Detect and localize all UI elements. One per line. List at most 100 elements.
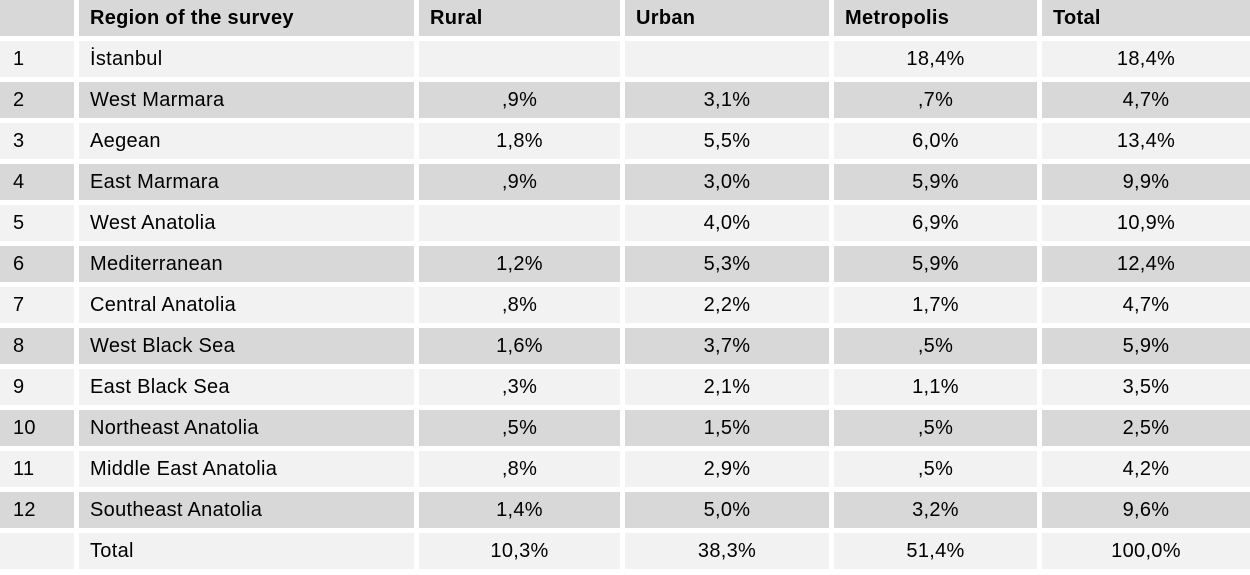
percent-value-cell: 5,3%: [625, 246, 834, 287]
percent-value-cell: 2,1%: [625, 369, 834, 410]
percent-value-cell: 18,4%: [1042, 41, 1250, 82]
percent-value-cell: 10,9%: [1042, 205, 1250, 246]
region-name-cell: Southeast Anatolia: [79, 492, 419, 533]
percent-value-cell: ,5%: [419, 410, 625, 451]
percent-value-cell: 1,2%: [419, 246, 625, 287]
table-row: 9 East Black Sea ,3% 2,1% 1,1% 3,5%: [0, 369, 1250, 410]
percent-value-cell: 1,7%: [834, 287, 1042, 328]
table-row: 4 East Marmara ,9% 3,0% 5,9% 9,9%: [0, 164, 1250, 205]
table-row: Total 10,3% 38,3% 51,4% 100,0%: [0, 533, 1250, 574]
percent-value-cell: 3,7%: [625, 328, 834, 369]
header-cell-rural: Rural: [419, 0, 625, 41]
header-cell-metropolis: Metropolis: [834, 0, 1042, 41]
row-number-cell: 9: [0, 369, 79, 410]
row-number-cell: 7: [0, 287, 79, 328]
percent-value-cell: [419, 205, 625, 246]
region-name-cell: Central Anatolia: [79, 287, 419, 328]
region-name-cell: West Anatolia: [79, 205, 419, 246]
percent-value-cell: 3,0%: [625, 164, 834, 205]
row-number-cell: 3: [0, 123, 79, 164]
percent-value-cell: 5,9%: [834, 246, 1042, 287]
header-cell-region: Region of the survey: [79, 0, 419, 41]
percent-value-cell: 5,9%: [834, 164, 1042, 205]
table-row: 10 Northeast Anatolia ,5% 1,5% ,5% 2,5%: [0, 410, 1250, 451]
row-number-cell: 6: [0, 246, 79, 287]
header-cell-row-number: [0, 0, 79, 41]
percent-value-cell: 4,2%: [1042, 451, 1250, 492]
percent-value-cell: 1,4%: [419, 492, 625, 533]
region-name-cell: East Black Sea: [79, 369, 419, 410]
table-row: 1 İstanbul 18,4% 18,4%: [0, 41, 1250, 82]
table-row: 11 Middle East Anatolia ,8% 2,9% ,5% 4,2%: [0, 451, 1250, 492]
table-row: 5 West Anatolia 4,0% 6,9% 10,9%: [0, 205, 1250, 246]
table-row: 6 Mediterranean 1,2% 5,3% 5,9% 12,4%: [0, 246, 1250, 287]
region-name-cell: Total: [79, 533, 419, 574]
header-row: Region of the survey Rural Urban Metropo…: [0, 0, 1250, 41]
region-name-cell: West Black Sea: [79, 328, 419, 369]
percent-value-cell: 10,3%: [419, 533, 625, 574]
percent-value-cell: 2,5%: [1042, 410, 1250, 451]
row-number-cell: 10: [0, 410, 79, 451]
header-cell-urban: Urban: [625, 0, 834, 41]
percent-value-cell: ,7%: [834, 82, 1042, 123]
table-body: 1 İstanbul 18,4% 18,4% 2 West Marmara ,9% 3,1%,…: [0, 41, 1250, 574]
percent-value-cell: 1,6%: [419, 328, 625, 369]
table-row: 8 West Black Sea 1,6% 3,7% ,5% 5,9%: [0, 328, 1250, 369]
percent-value-cell: ,9%: [419, 82, 625, 123]
percent-value-cell: ,8%: [419, 451, 625, 492]
region-name-cell: East Marmara: [79, 164, 419, 205]
percent-value-cell: ,5%: [834, 451, 1042, 492]
percent-value-cell: 4,7%: [1042, 287, 1250, 328]
percent-value-cell: 2,9%: [625, 451, 834, 492]
percent-value-cell: 51,4%: [834, 533, 1042, 574]
table-row: 7 Central Anatolia ,8% 2,2% 1,7% 4,7%: [0, 287, 1250, 328]
percent-value-cell: ,5%: [834, 328, 1042, 369]
percent-value-cell: 5,0%: [625, 492, 834, 533]
percent-value-cell: 38,3%: [625, 533, 834, 574]
row-number-cell: 2: [0, 82, 79, 123]
row-number-cell: [0, 533, 79, 574]
row-number-cell: 12: [0, 492, 79, 533]
percent-value-cell: 12,4%: [1042, 246, 1250, 287]
percent-value-cell: 3,2%: [834, 492, 1042, 533]
percent-value-cell: 2,2%: [625, 287, 834, 328]
table-row: 3 Aegean 1,8% 5,5% 6,0% 13,4%: [0, 123, 1250, 164]
percent-value-cell: 9,9%: [1042, 164, 1250, 205]
percent-value-cell: 100,0%: [1042, 533, 1250, 574]
percent-value-cell: 5,9%: [1042, 328, 1250, 369]
table-row: 2 West Marmara ,9% 3,1% ,7% 4,7%: [0, 82, 1250, 123]
row-number-cell: 1: [0, 41, 79, 82]
row-number-cell: 4: [0, 164, 79, 205]
percent-value-cell: 6,0%: [834, 123, 1042, 164]
percent-value-cell: 3,5%: [1042, 369, 1250, 410]
region-name-cell: Mediterranean: [79, 246, 419, 287]
region-name-cell: Northeast Anatolia: [79, 410, 419, 451]
row-number-cell: 5: [0, 205, 79, 246]
percent-value-cell: ,5%: [834, 410, 1042, 451]
percent-value-cell: 1,5%: [625, 410, 834, 451]
percent-value-cell: 5,5%: [625, 123, 834, 164]
percent-value-cell: 4,7%: [1042, 82, 1250, 123]
percent-value-cell: 4,0%: [625, 205, 834, 246]
row-number-cell: 11: [0, 451, 79, 492]
percent-value-cell: ,3%: [419, 369, 625, 410]
percent-value-cell: ,9%: [419, 164, 625, 205]
table-header: Region of the survey Rural Urban Metropo…: [0, 0, 1250, 41]
percent-value-cell: 13,4%: [1042, 123, 1250, 164]
percent-value-cell: 18,4%: [834, 41, 1042, 82]
region-name-cell: Aegean: [79, 123, 419, 164]
region-name-cell: Middle East Anatolia: [79, 451, 419, 492]
percent-value-cell: [419, 41, 625, 82]
percent-value-cell: [625, 41, 834, 82]
header-cell-total: Total: [1042, 0, 1250, 41]
table-row: 12 Southeast Anatolia 1,4% 5,0% 3,2% 9,6%: [0, 492, 1250, 533]
percent-value-cell: 1,1%: [834, 369, 1042, 410]
percent-value-cell: 6,9%: [834, 205, 1042, 246]
percent-value-cell: 9,6%: [1042, 492, 1250, 533]
percent-value-cell: 1,8%: [419, 123, 625, 164]
percent-value-cell: ,8%: [419, 287, 625, 328]
row-number-cell: 8: [0, 328, 79, 369]
region-name-cell: İstanbul: [79, 41, 419, 82]
region-name-cell: West Marmara: [79, 82, 419, 123]
